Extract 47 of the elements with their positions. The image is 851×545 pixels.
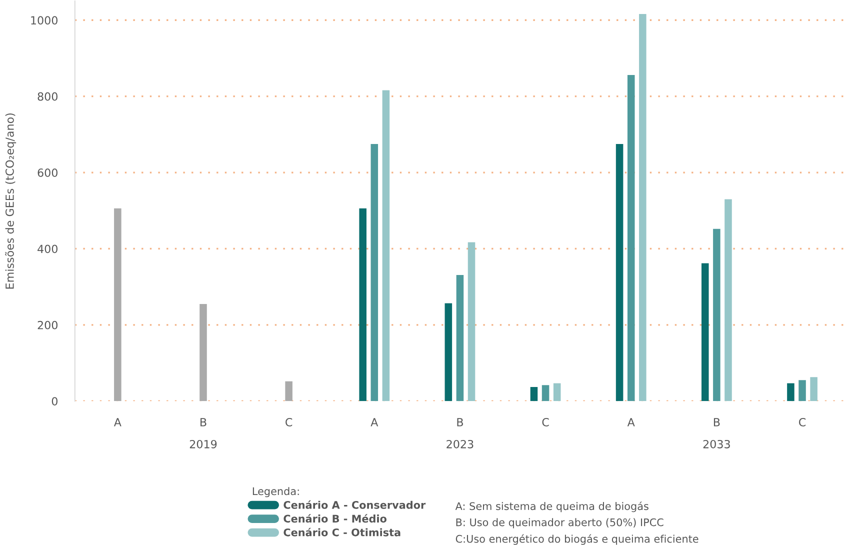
- bar: [553, 383, 561, 402]
- text: 2023: [446, 440, 474, 448]
- bar: [114, 208, 122, 402]
- bar: [456, 275, 464, 402]
- bar: [382, 90, 390, 402]
- x-tick-label: B: [200, 418, 206, 426]
- y-tick-label: 200: [38, 320, 58, 330]
- bar: [798, 380, 806, 402]
- legend-title: Legenda:: [252, 487, 299, 498]
- bar: [359, 208, 366, 402]
- bar: [200, 304, 207, 402]
- bar: [627, 75, 635, 402]
- x-tick-label: C: [799, 418, 806, 426]
- x-tick-label: A: [627, 418, 635, 426]
- x-tick-label: B: [457, 418, 463, 426]
- x-tick-label: C: [542, 418, 549, 426]
- legend-label: Cenário A - Conservador: [284, 500, 426, 509]
- bar: [810, 377, 818, 402]
- bar: [370, 144, 378, 402]
- text: A: Sem sistema de queima de biogás: [455, 502, 648, 512]
- y-tick-label: 0: [52, 397, 58, 406]
- y-tick-label: 800: [38, 92, 58, 101]
- bar: [285, 381, 292, 402]
- y-tick-label: 1000: [31, 16, 58, 25]
- y-tick-label: 600: [38, 168, 58, 177]
- y-axis-title: Emissões de GEEs (tCO₂eq/ano): [5, 114, 16, 289]
- x-tick-label: B: [714, 418, 720, 426]
- text: C:Uso energético do biogás e queima eficiente: [456, 534, 698, 545]
- bar: [616, 144, 624, 402]
- bar: [444, 303, 452, 402]
- x-tick-label: A: [114, 418, 122, 426]
- text: B: Uso de queimador aberto (50%) IPCC: [456, 518, 664, 528]
- bar: [787, 383, 794, 402]
- legend-label: Cenário B - Médio: [284, 514, 386, 523]
- bar: [724, 199, 732, 402]
- bar: [713, 228, 720, 402]
- x-tick-label: A: [370, 418, 378, 426]
- text: 2033: [703, 440, 730, 448]
- legend-label: Cenário C - Otimista: [284, 528, 400, 536]
- bar: [701, 263, 709, 402]
- bar: [542, 385, 550, 402]
- bar: [639, 14, 646, 402]
- bar: [530, 387, 538, 402]
- text: 2019: [190, 440, 217, 448]
- bar: [468, 242, 476, 402]
- y-tick-label: 400: [38, 244, 58, 254]
- x-tick-label: C: [286, 418, 292, 426]
